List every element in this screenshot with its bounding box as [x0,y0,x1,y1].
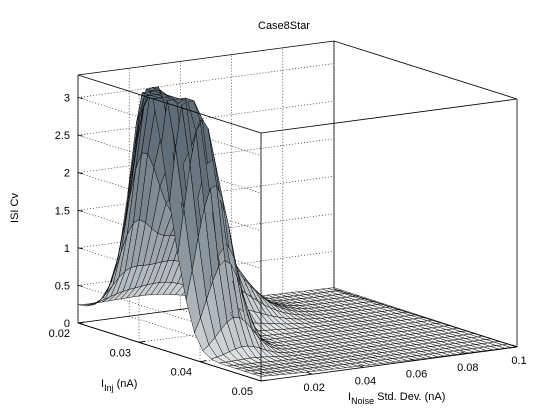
x-tick-label: 0.06 [406,369,427,381]
y-tick-label: 0.02 [49,328,70,340]
y-axis-label: IInj (nA) [101,378,137,393]
grid-line [77,172,262,231]
z-tick-label: 0 [64,318,70,330]
x-axis-label-prefix: I [348,391,351,403]
y-tick-mark [77,321,85,324]
axis-ticks: 0 0.5 1 1.5 2 2.5 3 0.02 0.03 0.04 0.05 0.02 0.04 0.0… [49,93,527,399]
z-axis-label: ISI Cv [9,193,21,223]
box-edge [77,40,335,76]
x-axis-label-suffix: Std. Dev. (nA) [374,391,445,403]
x-tick-mark [409,358,415,361]
x-axis-label-subscript: Noise [351,396,374,406]
box-edge [333,40,518,100]
z-tick-mark [77,209,84,212]
z-tick-mark [77,134,84,137]
box-edge [333,288,518,348]
y-axis-label-suffix: (nA) [114,378,138,390]
grid-line [77,97,262,156]
box-edge [260,98,518,134]
axes-box-front [77,40,518,382]
x-axis-label: INoise Std. Dev. (nA) [348,391,445,406]
x-tick-mark [307,371,313,375]
z-tick-label: 3 [64,93,70,105]
z-tick-mark [77,172,84,175]
x-tick-mark [460,351,466,355]
y-axis-label-subscript: Inj [104,383,114,393]
y-tick-mark [199,360,207,363]
surface-mesh [77,86,518,377]
z-tick-label: 2 [64,168,70,180]
y-axis-label-prefix: I [101,378,104,390]
y-tick-mark [138,340,146,343]
z-tick-label: 1.5 [55,205,70,217]
x-tick-label: 0.04 [355,375,376,387]
x-tick-label: 0.02 [303,382,324,394]
y-tick-mark [260,379,268,382]
z-tick-mark [77,285,84,287]
box-edge [260,346,518,382]
grid-line [77,63,335,98]
z-tick-label: 1 [64,243,70,255]
x-tick-mark [358,365,364,368]
z-tick-mark [77,97,84,99]
x-tick-label: 0.1 [511,355,526,367]
z-tick-mark [77,247,84,250]
y-tick-label: 0.05 [232,386,253,398]
y-tick-label: 0.03 [110,347,131,359]
box-edge [77,322,262,382]
x-tick-mark [511,344,518,348]
box-edge [77,74,262,134]
z-tick-label: 2.5 [55,130,70,142]
y-tick-label: 0.04 [171,367,192,379]
chart-title: Case8Star [258,20,310,32]
x-tick-label: 0.08 [457,362,478,374]
z-tick-label: 0.5 [55,280,70,292]
grid-line [77,100,335,136]
grid-line [77,134,262,194]
